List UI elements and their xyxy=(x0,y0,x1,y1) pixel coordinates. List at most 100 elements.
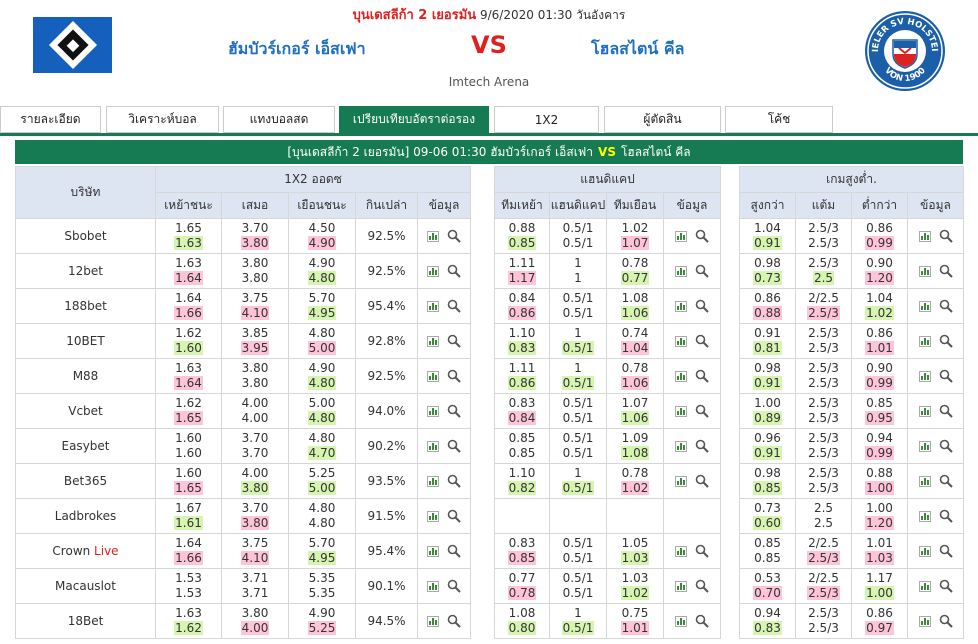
magnifier-icon[interactable] xyxy=(447,404,461,418)
bar-chart-icon[interactable] xyxy=(675,335,687,347)
tab-live-betting[interactable]: แทงบอลสด xyxy=(223,106,335,133)
company-name[interactable]: 188bet xyxy=(15,288,156,324)
magnifier-icon[interactable] xyxy=(939,299,953,313)
magnifier-icon[interactable] xyxy=(447,474,461,488)
magnifier-icon[interactable] xyxy=(447,369,461,383)
tab-1x2[interactable]: 1X2 xyxy=(494,106,599,133)
bar-chart-icon[interactable] xyxy=(918,265,931,277)
tab-coach[interactable]: โค้ช xyxy=(725,106,833,133)
magnifier-icon[interactable] xyxy=(695,229,709,243)
magnifier-icon[interactable] xyxy=(695,264,709,278)
bar-chart-icon[interactable] xyxy=(918,580,931,592)
company-label[interactable]: 18Bet xyxy=(67,613,104,628)
magnifier-icon[interactable] xyxy=(447,544,461,558)
company-label[interactable]: Sbobet xyxy=(64,228,107,243)
bar-chart-icon[interactable] xyxy=(918,510,931,522)
bar-chart-icon[interactable] xyxy=(918,545,931,557)
magnifier-icon[interactable] xyxy=(695,614,709,628)
magnifier-icon[interactable] xyxy=(939,404,953,418)
bar-chart-icon[interactable] xyxy=(675,230,687,242)
company-name[interactable]: M88 xyxy=(15,358,156,394)
company-name[interactable]: Easybet xyxy=(15,428,156,464)
bar-chart-icon[interactable] xyxy=(427,475,440,487)
bar-chart-icon[interactable] xyxy=(675,580,687,592)
company-name[interactable]: 12bet xyxy=(15,253,156,289)
company-label[interactable]: Bet365 xyxy=(63,473,108,488)
magnifier-icon[interactable] xyxy=(939,264,953,278)
magnifier-icon[interactable] xyxy=(939,229,953,243)
company-name[interactable]: Ladbrokes xyxy=(15,498,156,534)
magnifier-icon[interactable] xyxy=(939,474,953,488)
bar-chart-icon[interactable] xyxy=(427,615,440,627)
magnifier-icon[interactable] xyxy=(447,509,461,523)
company-label[interactable]: Vcbet xyxy=(68,403,103,418)
bar-chart-icon[interactable] xyxy=(427,370,440,382)
magnifier-icon[interactable] xyxy=(939,439,953,453)
bar-chart-icon[interactable] xyxy=(427,300,440,312)
magnifier-icon[interactable] xyxy=(447,439,461,453)
league-name[interactable]: บุนเดสลีก้า 2 เยอรมัน xyxy=(352,8,477,23)
bar-chart-icon[interactable] xyxy=(918,405,931,417)
company-name[interactable]: 10BET xyxy=(15,323,156,359)
magnifier-icon[interactable] xyxy=(695,334,709,348)
bar-chart-icon[interactable] xyxy=(675,475,687,487)
bar-chart-icon[interactable] xyxy=(918,475,931,487)
magnifier-icon[interactable] xyxy=(695,474,709,488)
magnifier-icon[interactable] xyxy=(939,614,953,628)
magnifier-icon[interactable] xyxy=(447,579,461,593)
magnifier-icon[interactable] xyxy=(939,579,953,593)
company-label[interactable]: 188bet xyxy=(64,298,107,313)
bar-chart-icon[interactable] xyxy=(427,265,440,277)
company-label[interactable]: Ladbrokes xyxy=(54,508,117,523)
magnifier-icon[interactable] xyxy=(939,334,953,348)
company-name[interactable]: 18Bet xyxy=(15,603,156,639)
company-label[interactable]: Crown xyxy=(52,543,95,558)
bar-chart-icon[interactable] xyxy=(918,440,931,452)
magnifier-icon[interactable] xyxy=(939,369,953,383)
away-team-name[interactable]: โฮลสไตน์ คีล xyxy=(591,39,685,58)
company-label[interactable]: Macauslot xyxy=(55,578,116,593)
magnifier-icon[interactable] xyxy=(695,544,709,558)
company-name[interactable]: Macauslot xyxy=(15,568,156,604)
company-label[interactable]: 10BET xyxy=(66,333,105,348)
bar-chart-icon[interactable] xyxy=(427,405,440,417)
bar-chart-icon[interactable] xyxy=(675,545,687,557)
magnifier-icon[interactable] xyxy=(939,509,953,523)
company-name[interactable]: Sbobet xyxy=(15,218,156,254)
away-team-logo[interactable]: KIELER SV HOLSTEIN VON 1900 xyxy=(860,3,946,92)
tab-details[interactable]: รายละเอียด xyxy=(0,106,101,133)
bar-chart-icon[interactable] xyxy=(675,265,687,277)
home-team-logo[interactable] xyxy=(33,17,112,73)
magnifier-icon[interactable] xyxy=(447,614,461,628)
bar-chart-icon[interactable] xyxy=(427,230,440,242)
tab-analysis[interactable]: วิเคราะห์บอล xyxy=(106,106,219,133)
company-name[interactable]: Crown Live xyxy=(15,533,156,569)
magnifier-icon[interactable] xyxy=(939,544,953,558)
company-label[interactable]: Easybet xyxy=(61,438,110,453)
magnifier-icon[interactable] xyxy=(447,299,461,313)
magnifier-icon[interactable] xyxy=(695,439,709,453)
bar-chart-icon[interactable] xyxy=(918,370,931,382)
magnifier-icon[interactable] xyxy=(695,579,709,593)
bar-chart-icon[interactable] xyxy=(427,580,440,592)
bar-chart-icon[interactable] xyxy=(918,335,931,347)
bar-chart-icon[interactable] xyxy=(918,615,931,627)
magnifier-icon[interactable] xyxy=(447,264,461,278)
company-label[interactable]: 12bet xyxy=(68,263,103,278)
bar-chart-icon[interactable] xyxy=(675,300,687,312)
bar-chart-icon[interactable] xyxy=(675,370,687,382)
magnifier-icon[interactable] xyxy=(695,369,709,383)
magnifier-icon[interactable] xyxy=(695,404,709,418)
company-name[interactable]: Bet365 xyxy=(15,463,156,499)
magnifier-icon[interactable] xyxy=(447,229,461,243)
tab-odds-compare[interactable]: เปรียบเทียบอัตราต่อรอง xyxy=(339,106,489,133)
tab-referee[interactable]: ผู้ตัดสิน xyxy=(604,106,721,133)
magnifier-icon[interactable] xyxy=(695,299,709,313)
bar-chart-icon[interactable] xyxy=(427,545,440,557)
live-badge[interactable]: Live xyxy=(94,543,119,558)
bar-chart-icon[interactable] xyxy=(427,335,440,347)
bar-chart-icon[interactable] xyxy=(675,405,687,417)
bar-chart-icon[interactable] xyxy=(427,440,440,452)
bar-chart-icon[interactable] xyxy=(675,440,687,452)
company-label[interactable]: M88 xyxy=(72,368,99,383)
